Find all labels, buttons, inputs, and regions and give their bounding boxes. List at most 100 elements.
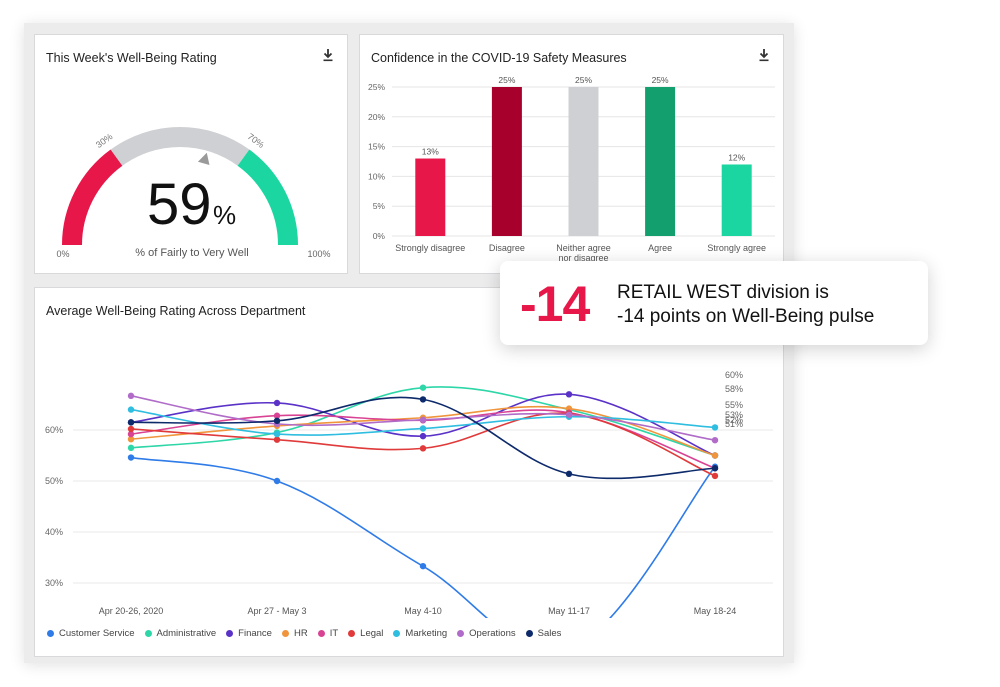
- legend-item[interactable]: Administrative: [144, 628, 217, 639]
- gauge-value: 59: [147, 172, 212, 237]
- legend-label: Administrative: [156, 628, 217, 639]
- line-x-tick: May 4-10: [404, 606, 442, 616]
- series-point: [565, 411, 573, 418]
- series-point: [127, 444, 135, 452]
- legend-item[interactable]: Marketing: [393, 628, 447, 639]
- end-value-label: 51%: [725, 419, 743, 429]
- series-point: [419, 384, 427, 391]
- gauge-70-label: 70%: [246, 131, 266, 150]
- series-point: [273, 399, 281, 407]
- gauge-30-label: 30%: [94, 131, 114, 150]
- bar-y-tick: 15%: [368, 142, 385, 152]
- bar-3: [645, 87, 676, 236]
- legend-swatch: [226, 630, 234, 637]
- legend-item[interactable]: Operations: [457, 628, 516, 639]
- gauge-high-segment: [237, 149, 298, 246]
- legend-swatch: [348, 630, 356, 637]
- legend-label: Finance: [238, 628, 272, 639]
- series-point: [273, 436, 281, 443]
- end-value-label: 58%: [725, 384, 743, 394]
- bar-y-tick: 0%: [373, 231, 386, 241]
- legend-item[interactable]: HR: [281, 628, 308, 639]
- line-y-tick: 50%: [45, 476, 63, 486]
- series-point: [273, 430, 281, 438]
- series-point: [419, 562, 427, 570]
- dashboard: This Week's Well-Being Rating 0% 100% 30% 7…: [24, 23, 794, 663]
- bar-1: [491, 87, 522, 236]
- bar-chart-title: Confidence in the COVID-19 Safety Measur…: [371, 51, 627, 65]
- line-y-tick: 30%: [45, 578, 63, 588]
- bar-2: [568, 87, 599, 236]
- bar-y-tick: 25%: [368, 82, 385, 92]
- legend-label: Sales: [537, 628, 562, 639]
- gauge-title: This Week's Well-Being Rating: [46, 51, 217, 65]
- series-point: [419, 425, 427, 432]
- callout-number: -14: [520, 276, 590, 332]
- series-point: [127, 430, 135, 438]
- line-x-tick: Apr 20-26, 2020: [99, 606, 164, 616]
- series-point: [711, 452, 719, 459]
- legend-item[interactable]: Legal: [348, 628, 383, 639]
- series-point: [419, 432, 427, 440]
- gauge-mid-segment: [110, 127, 250, 166]
- legend-swatch: [281, 630, 289, 637]
- bar-category-label: nor disagree: [558, 253, 608, 263]
- bar-data-label: 25%: [575, 75, 592, 85]
- bar-chart: 0% 5% 10% 15% 20% 25% 13% Strongly disagree 25% D…: [368, 75, 775, 263]
- legend-swatch: [457, 630, 465, 637]
- line-x-tick: May 11-17: [548, 606, 590, 616]
- series-point: [711, 472, 719, 480]
- bar-y-tick: 10%: [368, 171, 385, 181]
- legend-swatch: [47, 630, 54, 637]
- legend-label: HR: [293, 628, 308, 639]
- gauge-unit: %: [213, 200, 237, 230]
- legend-label: Marketing: [405, 628, 448, 639]
- legend-label: Legal: [360, 628, 384, 639]
- download-icon[interactable]: [321, 47, 335, 63]
- series-point: [127, 425, 135, 433]
- legend-swatch: [317, 630, 325, 637]
- legend-item[interactable]: IT: [317, 628, 339, 639]
- wellbeing-rating-card: This Week's Well-Being Rating 0% 100% 30% 7…: [34, 34, 348, 274]
- series-point: [273, 412, 281, 419]
- end-value-label: 55%: [725, 400, 743, 410]
- end-value-label: 60%: [725, 370, 743, 380]
- series-point: [127, 454, 135, 461]
- line-x-tick: Apr 27 - May 3: [247, 606, 306, 616]
- callout-line-2: -14 points on Well-Being pulse: [617, 306, 875, 327]
- end-value-label: 53%: [725, 410, 743, 420]
- safety-measures-card: Confidence in the COVID-19 Safety Measur…: [359, 34, 784, 274]
- series-point: [419, 396, 427, 403]
- bar-category-label: Strongly disagree: [395, 243, 465, 253]
- callout-line-1: RETAIL WEST division is: [617, 282, 829, 303]
- series-point: [127, 406, 135, 413]
- legend-swatch: [525, 630, 533, 637]
- line-chart-legend: Customer Service Administrative Finance HR I…: [47, 628, 571, 639]
- series-point: [127, 419, 135, 426]
- series-point: [565, 470, 573, 478]
- gauge-pointer: [197, 152, 210, 166]
- bar-category-label: Strongly agree: [707, 243, 766, 253]
- bar-0: [415, 158, 446, 236]
- line-chart-title: Average Well-Being Rating Across Departm…: [46, 304, 306, 318]
- legend-item[interactable]: Sales: [525, 628, 562, 639]
- bar-y-tick: 20%: [368, 112, 385, 122]
- gauge-max-label: 100%: [307, 249, 330, 259]
- bar-category-label: Disagree: [489, 243, 525, 253]
- legend-label: Operations: [469, 628, 516, 639]
- series-point: [711, 465, 719, 472]
- bar-category-label: Neither agree: [556, 243, 611, 253]
- legend-label: IT: [329, 628, 339, 639]
- legend-item[interactable]: Finance: [226, 628, 272, 639]
- series-point: [711, 437, 719, 444]
- series-point: [273, 477, 281, 485]
- series-point: [127, 435, 135, 443]
- line-y-tick: 40%: [45, 527, 63, 537]
- bar-4: [721, 164, 752, 236]
- series-point: [565, 391, 573, 398]
- legend-item[interactable]: Customer Service: [47, 628, 135, 639]
- download-icon[interactable]: [757, 47, 771, 63]
- series-point: [419, 445, 427, 452]
- series-point: [419, 416, 427, 423]
